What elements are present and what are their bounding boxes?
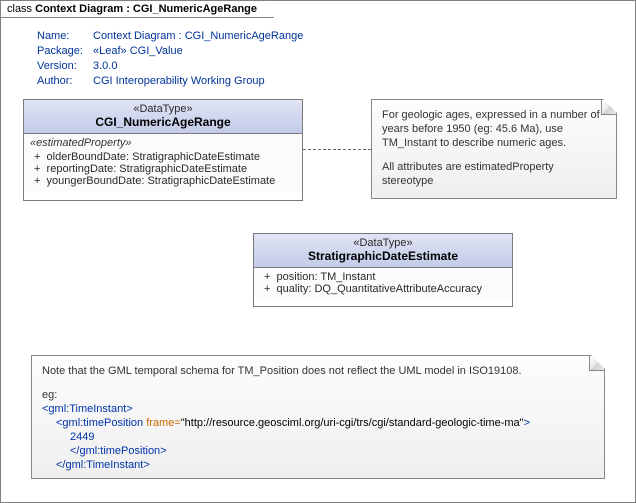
note-text: For geologic ages, expressed in a number… [382,108,606,150]
xml-line: 2449 [42,430,594,444]
xml-line: </gml:timePosition> [42,444,594,458]
class-stereotype: «DataType» [28,103,298,115]
class-compartment: «estimatedProperty» olderBoundDate: Stra… [24,134,302,191]
diagram-metadata: Name:Context Diagram : CGI_NumericAgeRan… [37,29,303,89]
xml-line: </gml:TimeInstant> [42,458,594,472]
meta-val-version: 3.0.0 [93,59,117,74]
class-stereotype: «DataType» [258,237,508,249]
xml-example: <gml:TimeInstant> <gml:timePosition fram… [42,402,594,472]
meta-val-author: CGI Interoperability Working Group [93,74,265,89]
note-anchor-connector [303,149,371,150]
xml-line: <gml:timePosition frame="http://resource… [42,416,594,430]
class-name: CGI_NumericAgeRange [28,115,298,129]
attribute: position: TM_Instant [260,271,506,283]
compartment-stereotype: «estimatedProperty» [30,137,296,149]
attribute: youngerBoundDate: StratigraphicDateEstim… [30,175,296,187]
class-header: «DataType» StratigraphicDateEstimate [254,234,512,268]
note-text: Note that the GML temporal schema for TM… [42,364,594,378]
meta-key-version: Version: [37,59,93,74]
tab-prefix: class [7,3,35,15]
class-cgi-numericagerange[interactable]: «DataType» CGI_NumericAgeRange «estimate… [23,99,303,201]
meta-key-package: Package: [37,44,93,59]
diagram-canvas: class Context Diagram : CGI_NumericAgeRa… [0,0,636,503]
class-header: «DataType» CGI_NumericAgeRange [24,100,302,134]
diagram-tab: class Context Diagram : CGI_NumericAgeRa… [0,0,274,18]
attribute: olderBoundDate: StratigraphicDateEstimat… [30,151,296,163]
meta-val-package: «Leaf» CGI_Value [93,44,183,59]
meta-key-name: Name: [37,29,93,44]
attribute: reportingDate: StratigraphicDateEstimate [30,163,296,175]
meta-key-author: Author: [37,74,93,89]
tab-title: Context Diagram : CGI_NumericAgeRange [35,3,257,15]
class-name: StratigraphicDateEstimate [258,249,508,263]
note-gml-schema[interactable]: Note that the GML temporal schema for TM… [31,355,605,479]
note-text: eg: [42,388,594,402]
xml-line: <gml:TimeInstant> [42,402,594,416]
note-text: All attributes are estimatedProperty ste… [382,160,606,188]
attribute: quality: DQ_QuantitativeAttributeAccurac… [260,283,506,295]
meta-val-name: Context Diagram : CGI_NumericAgeRange [93,29,303,44]
class-stratigraphicdateestimate[interactable]: «DataType» StratigraphicDateEstimate pos… [253,233,513,307]
class-compartment: position: TM_Instant quality: DQ_Quantit… [254,268,512,299]
note-geologic-ages[interactable]: For geologic ages, expressed in a number… [371,99,617,199]
